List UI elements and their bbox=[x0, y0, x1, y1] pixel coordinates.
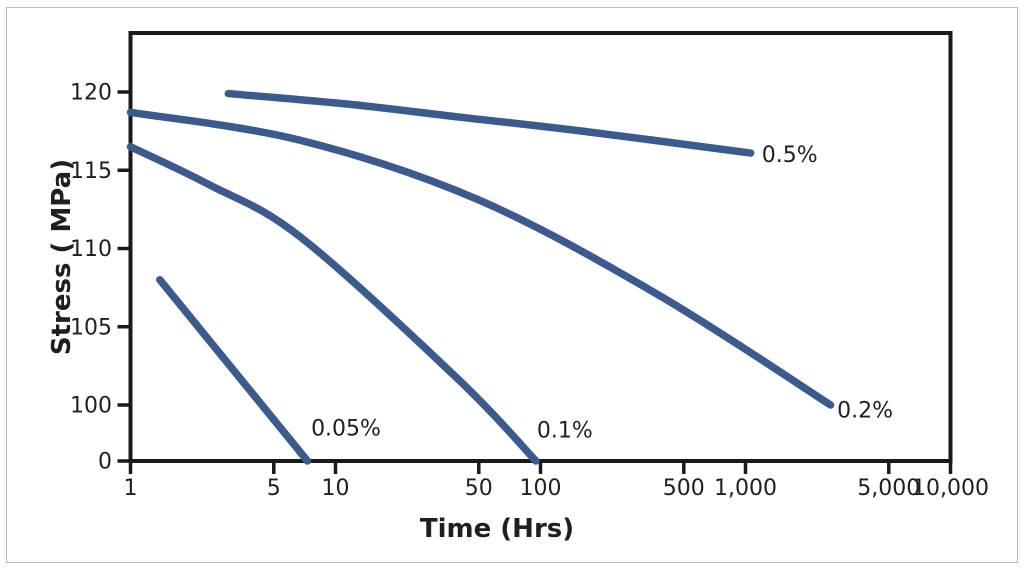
curve-label-strain-0.5-percent: 0.5% bbox=[762, 143, 818, 168]
x-tick-label: 500 bbox=[663, 476, 705, 501]
x-tick-label: 10,000 bbox=[912, 476, 989, 501]
y-tick-label: 100 bbox=[70, 394, 112, 419]
x-tick-label: 10 bbox=[322, 476, 350, 501]
x-axis-title: Time (Hrs) bbox=[419, 514, 575, 544]
y-tick-label: 105 bbox=[70, 315, 112, 340]
curve-label-strain-0.05-percent: 0.05% bbox=[311, 416, 381, 441]
y-axis: 0 100 105 110 115 120 bbox=[70, 81, 129, 475]
y-tick-label: 115 bbox=[70, 159, 112, 184]
curve-label-strain-0.1-percent: 0.1% bbox=[537, 419, 593, 444]
curve-strain-0.2-percent bbox=[126, 108, 835, 409]
y-tick-label: 110 bbox=[70, 237, 112, 262]
y-axis-title: Stress ( MPa) bbox=[47, 158, 77, 356]
x-tick-label: 1,000 bbox=[714, 476, 777, 501]
x-tick-label: 5 bbox=[267, 476, 281, 501]
y-tick-label: 120 bbox=[70, 81, 112, 106]
x-tick-label: 5,000 bbox=[857, 476, 920, 501]
x-tick-label: 50 bbox=[465, 476, 493, 501]
curve-strain-0.1-percent bbox=[126, 143, 540, 465]
curve-strain-0.05-percent bbox=[156, 276, 312, 465]
x-tick-label: 1 bbox=[124, 476, 138, 501]
figure-border bbox=[6, 7, 1018, 563]
x-tick-label: 100 bbox=[520, 476, 562, 501]
curve-label-strain-0.2-percent: 0.2% bbox=[837, 399, 893, 424]
plot-border bbox=[128, 31, 953, 463]
curve-strain-0.5-percent bbox=[224, 89, 755, 157]
y-tick-label: 0 bbox=[98, 450, 112, 475]
